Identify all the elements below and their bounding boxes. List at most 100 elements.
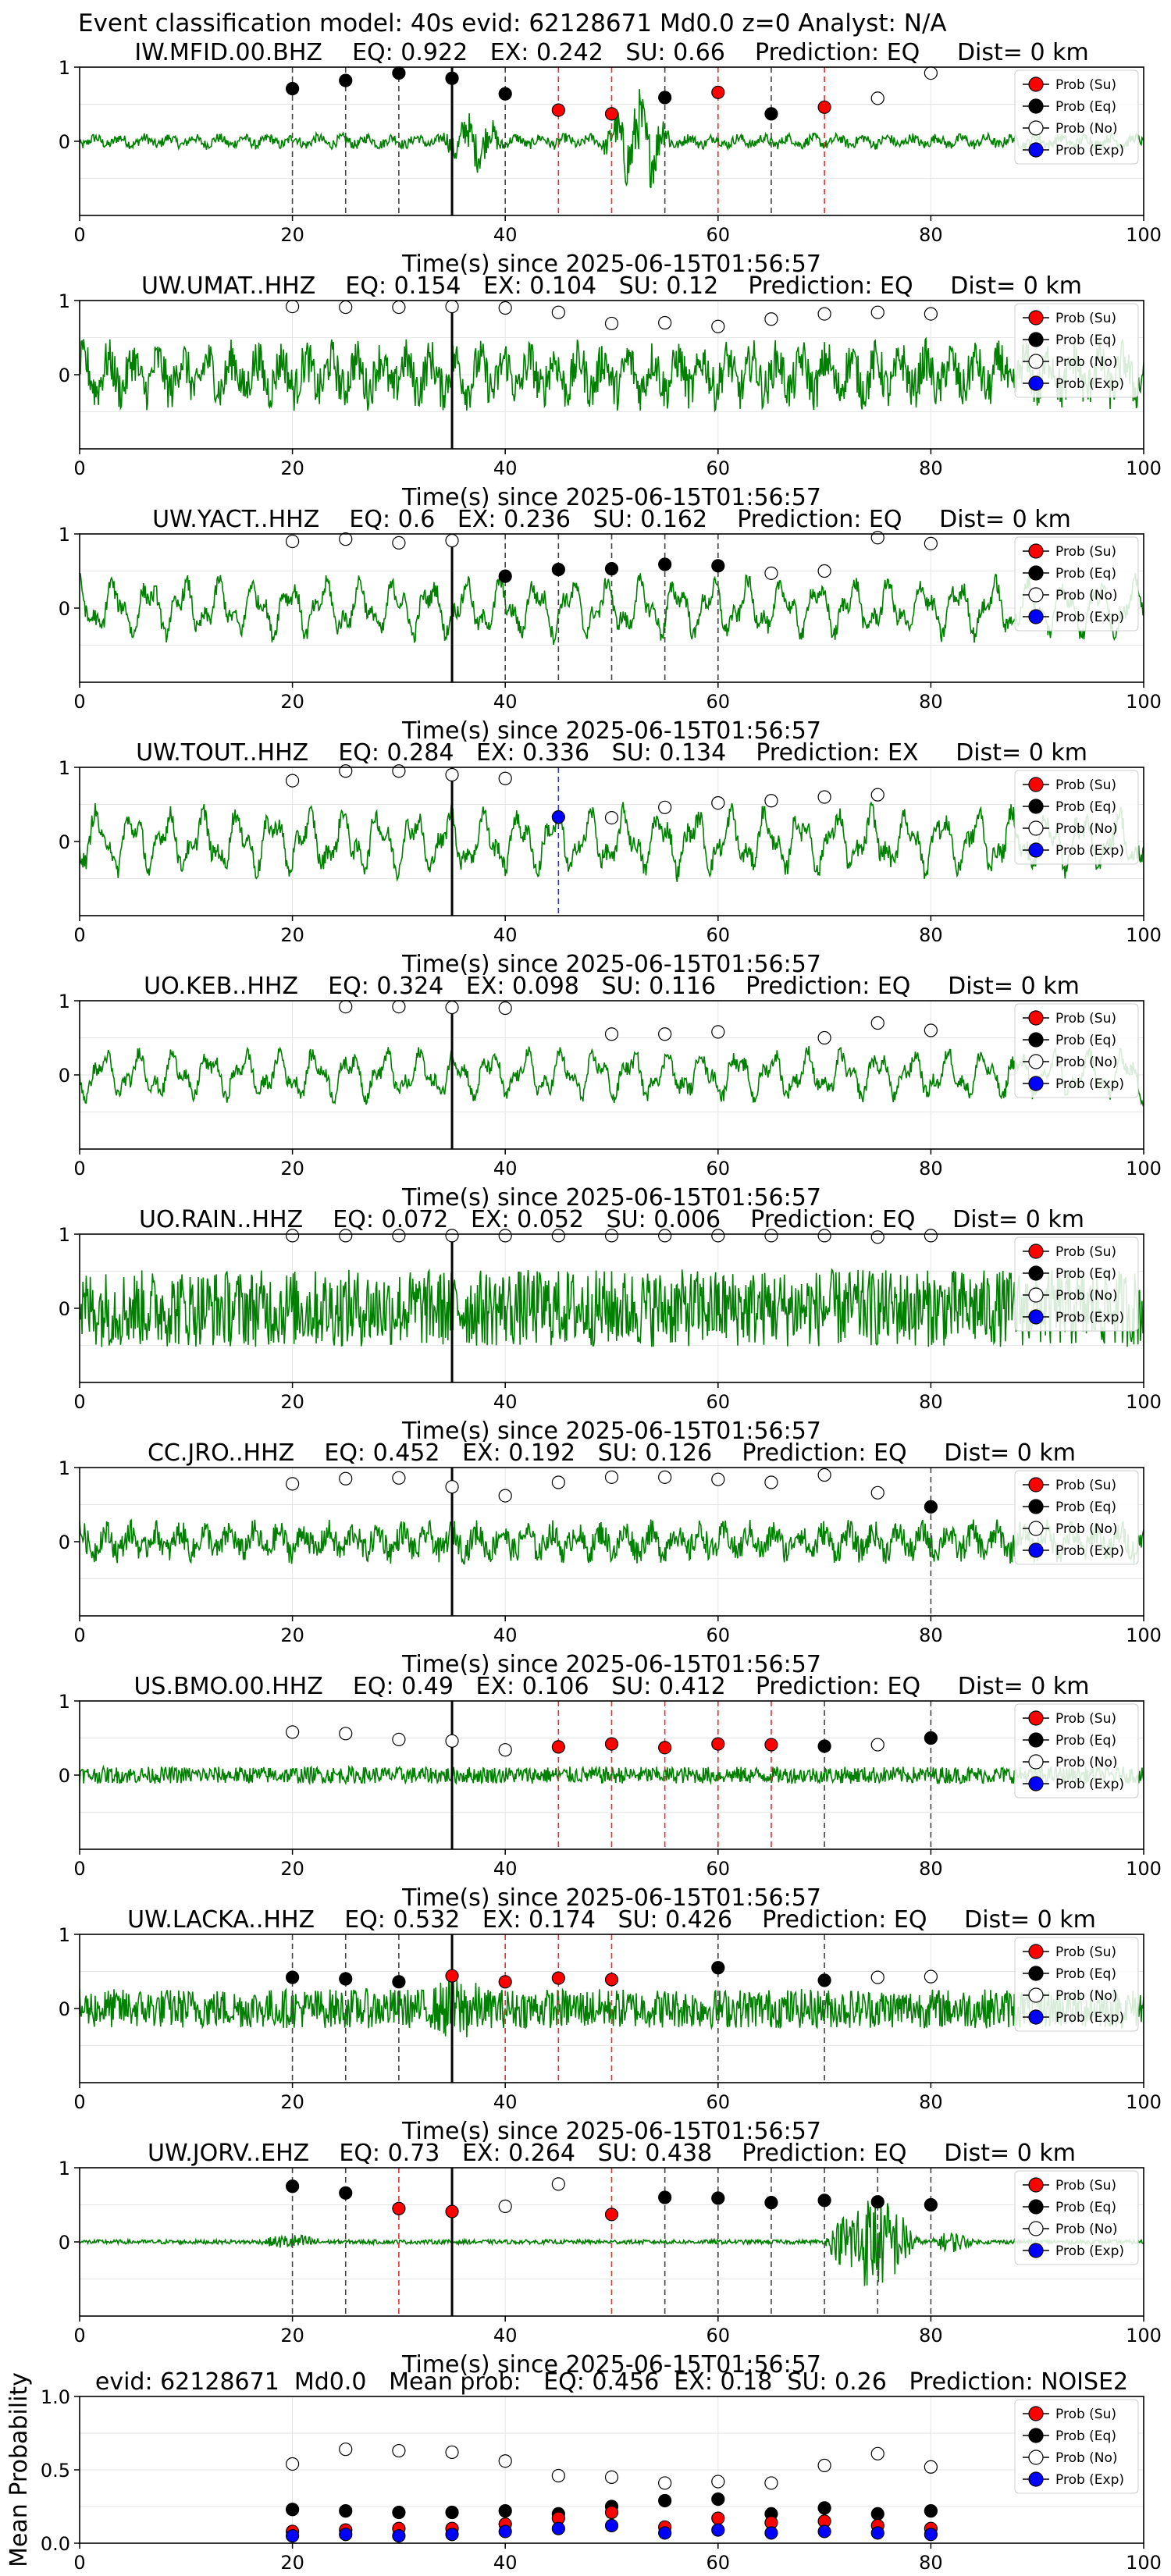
legend-label: Prob (Eq): [1055, 799, 1116, 815]
prob-point-eq: [551, 562, 565, 577]
prob-point-no: [604, 1470, 619, 1484]
prob-point-eq: [392, 1975, 406, 1989]
figure-suptitle: Event classification model: 40s evid: 62…: [78, 9, 947, 37]
panel-3: UW.TOUT..HHZ EQ: 0.284 EX: 0.336 SU: 0.1…: [59, 739, 1162, 978]
prob-point-eq: [711, 2191, 725, 2205]
mean-point-eq: [445, 2505, 459, 2520]
legend-label: Prob (No): [1055, 1055, 1118, 1070]
y-axis-label: Mean Probability: [5, 2372, 33, 2567]
x-tick-label: 60: [707, 2325, 731, 2347]
x-axis-label: Time(s) since 2025-06-15T01:56:57: [401, 2351, 821, 2379]
panel-title: UO.RAIN..HHZ EQ: 0.072 EX: 0.052 SU: 0.0…: [139, 1206, 1084, 1233]
legend-label: Prob (Eq): [1055, 333, 1116, 348]
mean-point-exp: [870, 2526, 884, 2540]
legend-label: Prob (Su): [1055, 1244, 1116, 1260]
prob-point-no: [924, 1229, 938, 1243]
prob-point-eq: [870, 2195, 884, 2209]
mean-point-exp: [286, 2529, 300, 2543]
x-tick-label: 80: [919, 924, 943, 946]
x-tick-label: 20: [280, 224, 304, 246]
legend-marker: [1028, 1966, 1044, 1981]
prob-point-no: [551, 1229, 565, 1243]
prob-point-no: [339, 1727, 353, 1741]
legend: Prob (Su) Prob (Eq) Prob (No) Prob (Exp): [1014, 1470, 1139, 1565]
prob-point-no: [445, 1000, 459, 1015]
prob-point-no: [658, 1027, 672, 1041]
legend-marker: [1028, 2009, 1044, 2025]
legend-label: Prob (Su): [1055, 1711, 1116, 1727]
legend-marker: [1028, 1710, 1044, 1726]
x-tick-label: 0: [73, 457, 85, 479]
panel-title: UW.TOUT..HHZ EQ: 0.284 EX: 0.336 SU: 0.1…: [136, 739, 1087, 767]
prob-point-eq: [924, 2197, 938, 2212]
x-tick-label: 20: [280, 1858, 304, 1880]
legend-frame: [1014, 770, 1139, 865]
x-axis-label: Time(s) since 2025-06-15T01:56:57: [401, 1884, 821, 1912]
prob-point-no: [604, 810, 619, 825]
legend-marker: [1028, 587, 1044, 603]
panel-9: UW.JORV..EHZ EQ: 0.73 EX: 0.264 SU: 0.43…: [59, 2140, 1162, 2379]
prob-point-no: [551, 305, 565, 319]
legend-marker: [1028, 2406, 1044, 2421]
panel-title: UW.JORV..EHZ EQ: 0.73 EX: 0.264 SU: 0.43…: [148, 2140, 1076, 2167]
legend-marker: [1028, 1265, 1044, 1281]
prob-point-eq: [286, 1970, 300, 1984]
prob-point-no: [339, 764, 353, 778]
prob-point-no: [817, 1030, 831, 1045]
panel-title: UW.UMAT..HHZ EQ: 0.154 EX: 0.104 SU: 0.1…: [141, 272, 1082, 300]
mean-point-no: [286, 2457, 300, 2471]
x-axis-label: Time(s) since 2025-06-15T01:56:57: [401, 2118, 821, 2145]
legend-marker: [1028, 1754, 1044, 1770]
x-tick-label: 0: [73, 691, 85, 713]
prob-point-eq: [392, 66, 406, 80]
prob-point-su: [604, 1973, 619, 1987]
legend-frame: [1014, 1470, 1139, 1565]
mean-point-eq: [817, 2501, 831, 2515]
legend-marker: [1028, 1477, 1044, 1493]
waveform-trace: [80, 1518, 1144, 1565]
panel-title: UW.LACKA..HHZ EQ: 0.532 EX: 0.174 SU: 0.…: [127, 1906, 1096, 1934]
legend-label: Prob (Eq): [1055, 99, 1116, 115]
y-tick-label: 1: [59, 1457, 70, 1479]
prob-point-no: [286, 1725, 300, 1739]
prob-point-no: [924, 307, 938, 321]
legend-marker: [1028, 1987, 1044, 2003]
prob-point-no: [924, 1969, 938, 1984]
legend-frame: [1014, 536, 1139, 632]
legend-label: Prob (Exp): [1055, 1310, 1124, 1325]
legend-label: Prob (Exp): [1055, 843, 1124, 859]
waveform-trace: [80, 572, 1144, 646]
prob-point-eq: [658, 557, 672, 571]
x-axis-label: Time(s) since 2025-06-15T01:56:57: [401, 951, 821, 978]
x-tick-label: 80: [919, 1391, 943, 1413]
panels: IW.MFID.00.BHZ EQ: 0.922 EX: 0.242 SU: 0…: [5, 39, 1162, 2574]
x-tick-label: 60: [707, 1624, 731, 1646]
legend-label: Prob (Eq): [1055, 1033, 1116, 1048]
prob-point-no: [870, 305, 884, 319]
prob-point-no: [764, 566, 778, 580]
legend-label: Prob (Su): [1055, 1478, 1116, 1493]
legend-label: Prob (Exp): [1055, 1076, 1124, 1092]
mean-point-no: [604, 2470, 619, 2484]
x-tick-label: 80: [919, 2325, 943, 2347]
waveform-trace: [80, 1045, 1144, 1107]
panel-title: CC.JRO..HHZ EQ: 0.452 EX: 0.192 SU: 0.12…: [148, 1439, 1076, 1467]
x-tick-label: 20: [280, 1158, 304, 1179]
mean-point-no: [339, 2443, 353, 2457]
x-tick-label: 0: [73, 1858, 85, 1880]
legend-label: Prob (Eq): [1055, 1966, 1116, 1982]
x-tick-label: 100: [1126, 1391, 1162, 1413]
prob-point-eq: [711, 559, 725, 573]
prob-point-eq: [339, 2186, 353, 2200]
mean-point-no: [498, 2454, 512, 2468]
prob-point-no: [392, 1732, 406, 1746]
legend-marker: [1028, 2221, 1044, 2236]
x-tick-label: 100: [1126, 1624, 1162, 1646]
prob-point-eq: [711, 1961, 725, 1975]
prob-point-no: [817, 1229, 831, 1243]
x-tick-label: 60: [707, 457, 731, 479]
legend-label: Prob (Su): [1055, 1011, 1116, 1026]
mean-point-exp: [551, 2521, 565, 2535]
prob-point-no: [658, 1470, 672, 1484]
legend-label: Prob (Exp): [1055, 2010, 1124, 2026]
